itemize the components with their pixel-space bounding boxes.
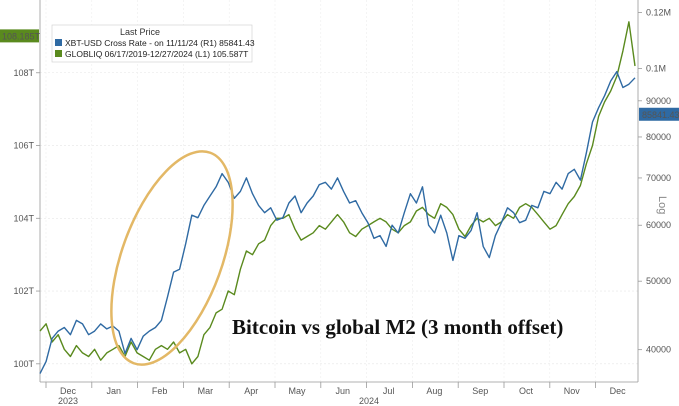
right-tick-label: 90000 <box>646 96 671 106</box>
right-axis-label: Log <box>656 196 668 214</box>
right-tick-label: 0.1M <box>646 63 666 73</box>
right-tick-label: 70000 <box>646 173 671 183</box>
x-tick-label: May <box>288 386 306 396</box>
legend-swatch-globliq <box>55 50 62 57</box>
left-axis: 100T 102T 104T 106T 108T <box>13 68 40 369</box>
highlight-ellipse <box>110 150 234 366</box>
series-line-xbt <box>39 70 636 374</box>
right-tick-label: 60000 <box>646 220 671 230</box>
right-tick-label: 40000 <box>646 345 671 355</box>
x-tick-label: Feb <box>152 386 168 396</box>
x-tick-label: Dec <box>60 386 77 396</box>
plot-frame <box>39 0 639 383</box>
x-tick-label: Dec <box>610 386 627 396</box>
legend: Last Price XBT-USD Cross Rate - on 11/11… <box>51 24 255 63</box>
legend-swatch-xbt <box>55 39 62 46</box>
x-tick-label: Jun <box>336 386 351 396</box>
right-tick-label: 80000 <box>646 132 671 142</box>
right-tick-label: 50000 <box>646 276 671 286</box>
x-tick-label: Mar <box>198 386 214 396</box>
x-year-label: 2023 <box>58 396 78 406</box>
x-year-label: 2024 <box>359 396 379 406</box>
x-axis: Dec Jan Feb Mar Apr May Jun Jul Aug Sep Oct Nov Dec2… <box>45 382 627 406</box>
legend-entry-xbt: XBT-USD Cross Rate - on 11/11/24 (R1) 85… <box>65 38 255 48</box>
x-tick-label: Jan <box>107 386 122 396</box>
last-value-flag-globliq <box>0 29 39 43</box>
series-line-globliq <box>39 21 636 365</box>
last-value-flag-xbt <box>639 107 679 121</box>
last-value-text-xbt: 85841.43 <box>642 110 679 120</box>
left-tick-label: 102T <box>13 286 34 296</box>
x-tick-label: Sep <box>472 386 488 396</box>
x-tick-label: Jul <box>383 386 395 396</box>
x-tick-label: Aug <box>426 386 442 396</box>
x-tick-label: Apr <box>244 386 258 396</box>
left-tick-label: 100T <box>13 359 34 369</box>
left-tick-label: 104T <box>13 213 34 223</box>
legend-entry-globliq: GLOBLIQ 06/17/2019-12/27/2024 (L1) 105.5… <box>65 49 248 59</box>
left-tick-label: 106T <box>13 141 34 151</box>
x-tick-label: Oct <box>519 386 534 396</box>
series-layer: 108.185T 85841.43 <box>0 21 679 374</box>
left-tick-label: 108T <box>13 68 34 78</box>
right-axis: 40000 50000 60000 70000 80000 90000 0.1M 0.12M <box>638 8 671 355</box>
chart-title: Bitcoin vs global M2 (3 month offset) <box>232 315 563 339</box>
legend-box <box>51 24 253 63</box>
last-value-text-globliq: 108.185T <box>2 31 41 41</box>
x-tick-label: Nov <box>564 386 581 396</box>
legend-title: Last Price <box>120 27 160 37</box>
right-tick-label: 0.12M <box>646 8 671 18</box>
